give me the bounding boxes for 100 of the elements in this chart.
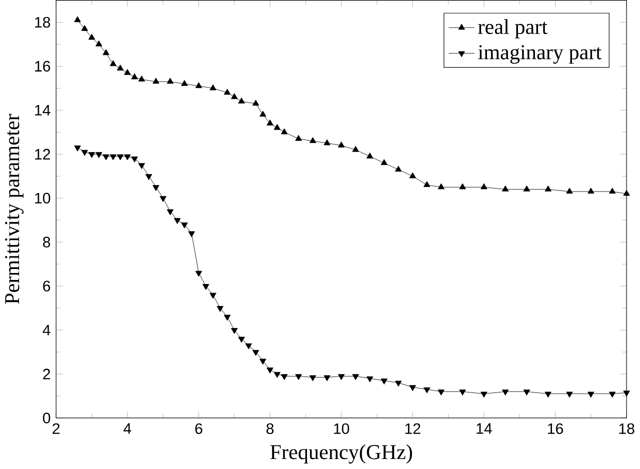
point (266, 120, 274, 126)
point (380, 378, 388, 385)
point (544, 392, 552, 398)
point (74, 146, 81, 152)
point (324, 140, 330, 146)
y-tick-label: 12 (35, 149, 50, 160)
x-tick-label: 4 (124, 423, 132, 434)
point (152, 185, 160, 192)
point (588, 188, 594, 194)
point (181, 80, 188, 86)
point (252, 350, 260, 356)
point (174, 218, 181, 224)
point (295, 374, 302, 380)
point (459, 390, 466, 396)
y-tick-label: 18 (35, 17, 50, 28)
y-tick-label: 8 (43, 236, 50, 248)
point (502, 390, 509, 396)
point (395, 166, 402, 172)
y-tick-label: 14 (35, 105, 50, 116)
x-tick-label: 14 (476, 423, 492, 434)
point (145, 174, 152, 180)
point (424, 388, 430, 394)
point (352, 374, 359, 380)
point (252, 100, 260, 106)
point (623, 190, 630, 196)
point (566, 188, 573, 194)
point (245, 344, 252, 350)
x-tick-label: 18 (619, 423, 634, 434)
legend-label: imaginary part (478, 45, 602, 64)
point (96, 40, 102, 46)
point (110, 60, 117, 66)
y-tick-label: 0 (42, 412, 50, 424)
y-tick-label: 10 (35, 192, 50, 204)
point (210, 84, 216, 90)
point (459, 183, 466, 190)
point (81, 150, 88, 156)
x-tick-label: 10 (334, 423, 350, 434)
point (309, 375, 316, 382)
point (138, 76, 146, 82)
point (88, 152, 96, 158)
point (260, 358, 266, 365)
point (280, 128, 288, 134)
point (96, 152, 102, 158)
point (124, 154, 131, 160)
point (260, 110, 266, 117)
point (338, 142, 345, 148)
point (309, 137, 316, 144)
point (202, 284, 210, 290)
point (131, 74, 138, 80)
point (544, 186, 552, 192)
point (366, 376, 374, 382)
x-tick-label: 8 (266, 423, 274, 434)
point (523, 390, 530, 396)
point (110, 154, 117, 160)
y-tick-label: 6 (43, 280, 50, 292)
y-axis-title: Permittivity parameter (5, 114, 24, 304)
point (224, 88, 231, 95)
point (324, 375, 330, 382)
point (424, 181, 430, 188)
point (195, 271, 202, 277)
point (195, 82, 202, 88)
point (102, 154, 110, 160)
x-tick-label: 12 (405, 423, 420, 434)
x-tick-label: 2 (52, 423, 60, 434)
point (230, 93, 238, 100)
x-axis-title: Frequency(GHz) (270, 444, 412, 464)
point (608, 188, 616, 194)
point (409, 385, 416, 392)
point (166, 78, 174, 84)
point (523, 186, 530, 192)
point (266, 368, 274, 374)
point (124, 69, 131, 76)
point (502, 186, 509, 192)
x-tick-label: 16 (548, 423, 563, 434)
point (116, 154, 124, 160)
point (230, 328, 238, 334)
point (210, 293, 216, 299)
point (480, 392, 488, 398)
point (280, 374, 288, 380)
point (588, 392, 594, 398)
point (74, 16, 81, 22)
point (88, 34, 96, 40)
point (188, 231, 195, 238)
point (224, 314, 231, 321)
point (295, 135, 302, 142)
point (608, 392, 616, 398)
point (216, 306, 224, 312)
point (566, 392, 573, 398)
x-tick-label: 6 (195, 423, 202, 434)
point (438, 390, 445, 396)
point (131, 156, 138, 163)
point (438, 183, 445, 190)
point (152, 78, 160, 84)
point (366, 152, 374, 159)
legend-label: real part (478, 19, 548, 39)
point (352, 146, 359, 152)
point (274, 124, 281, 130)
point (181, 222, 188, 229)
point (116, 64, 124, 71)
point (138, 163, 146, 170)
